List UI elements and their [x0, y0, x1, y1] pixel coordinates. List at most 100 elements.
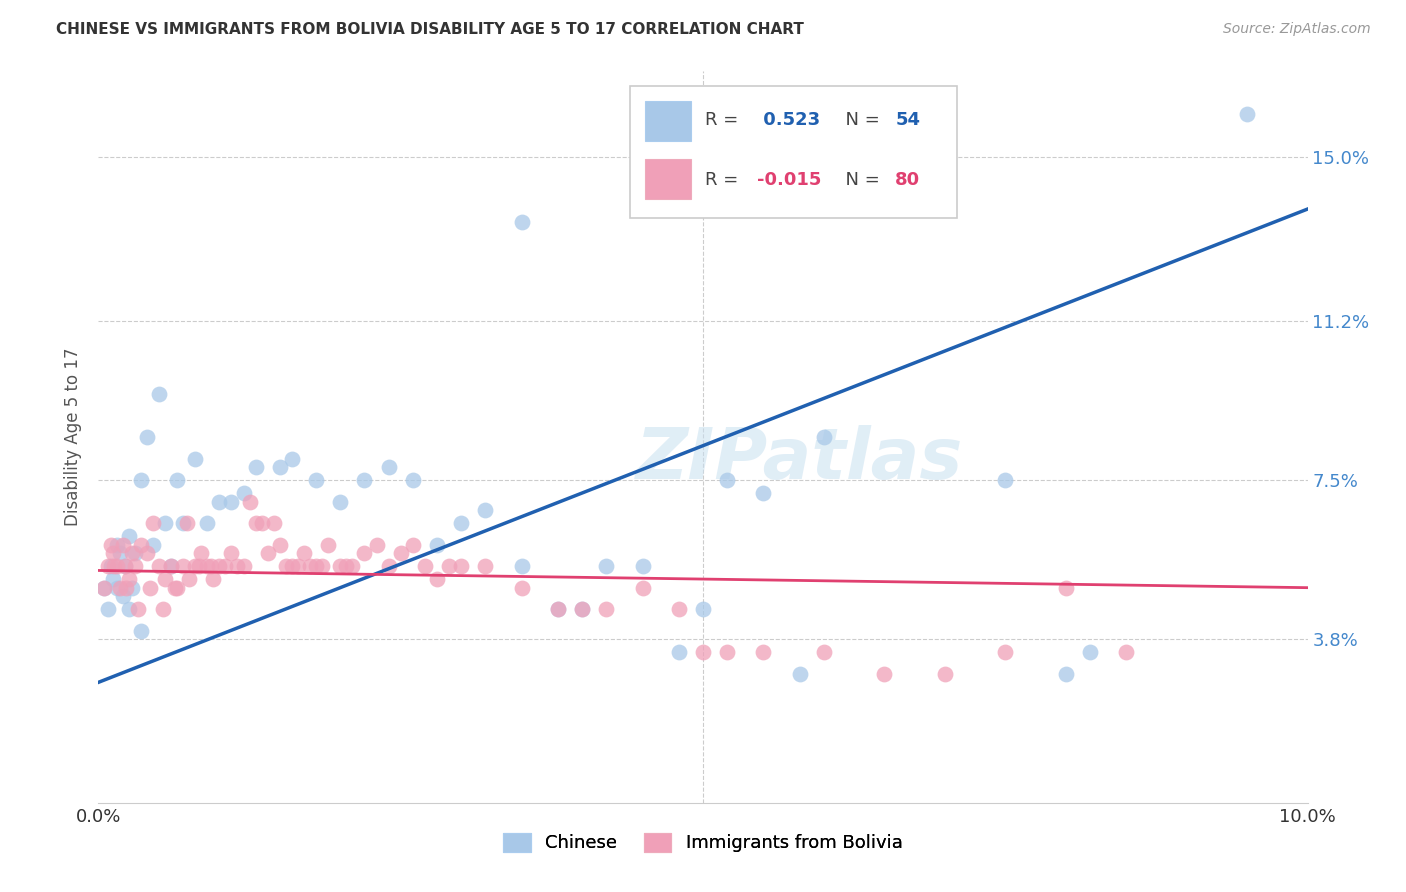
Point [692, 645, 714, 659]
Point [111, 538, 134, 552]
Legend: Chinese, Immigrants from Bolivia: Chinese, Immigrants from Bolivia [496, 826, 910, 860]
Point [631, 559, 654, 574]
Text: Source: ZipAtlas.com: Source: ZipAtlas.com [1223, 22, 1371, 37]
Point [100, 559, 122, 574]
Point [124, 546, 146, 560]
Point [118, 529, 141, 543]
Point [187, 559, 209, 574]
Point [281, 451, 304, 466]
Point [105, 538, 128, 552]
Text: N =: N = [834, 170, 886, 188]
Point [631, 581, 654, 595]
Point [510, 581, 533, 595]
Point [934, 666, 956, 681]
Point [274, 559, 297, 574]
Point [789, 666, 811, 681]
Point [105, 581, 128, 595]
Point [813, 430, 835, 444]
Point [202, 572, 225, 586]
Point [450, 559, 472, 574]
Y-axis label: Disability Age 5 to 17: Disability Age 5 to 17 [65, 348, 83, 526]
Point [195, 516, 218, 530]
Point [142, 538, 165, 552]
Point [232, 559, 254, 574]
Point [994, 473, 1017, 487]
Point [114, 559, 136, 574]
Point [160, 559, 183, 574]
Point [139, 581, 162, 595]
Point [245, 460, 267, 475]
Point [101, 546, 124, 560]
Point [595, 559, 617, 574]
Point [200, 559, 222, 574]
Text: 0.523: 0.523 [758, 112, 821, 129]
Point [152, 602, 174, 616]
Point [108, 581, 131, 595]
Point [437, 559, 460, 574]
Point [121, 546, 143, 560]
Point [124, 559, 146, 574]
Point [269, 538, 291, 552]
Point [377, 460, 399, 475]
Point [263, 516, 285, 530]
Point [510, 215, 533, 229]
Text: R =: R = [706, 170, 744, 188]
Point [208, 494, 231, 508]
Point [813, 645, 835, 659]
Point [474, 503, 496, 517]
Point [377, 559, 399, 574]
FancyBboxPatch shape [645, 159, 690, 200]
Point [402, 473, 425, 487]
Point [716, 645, 738, 659]
Point [97, 602, 120, 616]
Point [135, 430, 157, 444]
Point [101, 572, 124, 586]
Point [129, 473, 152, 487]
Point [232, 486, 254, 500]
Point [353, 546, 375, 560]
Point [1115, 645, 1137, 659]
Point [329, 494, 352, 508]
Point [221, 494, 243, 508]
Point [105, 559, 128, 574]
Point [190, 546, 212, 560]
Point [153, 516, 176, 530]
Point [402, 538, 425, 552]
Point [547, 602, 569, 616]
Point [148, 387, 170, 401]
Point [108, 546, 131, 560]
Point [166, 581, 188, 595]
Point [305, 559, 328, 574]
Point [342, 559, 364, 574]
Text: -0.015: -0.015 [758, 170, 821, 188]
Text: N =: N = [834, 112, 886, 129]
Point [114, 559, 136, 574]
Text: CHINESE VS IMMIGRANTS FROM BOLIVIA DISABILITY AGE 5 TO 17 CORRELATION CHART: CHINESE VS IMMIGRANTS FROM BOLIVIA DISAB… [56, 22, 804, 37]
Point [668, 602, 690, 616]
Point [176, 516, 198, 530]
Point [450, 516, 472, 530]
Point [163, 581, 186, 595]
Point [426, 538, 449, 552]
Point [547, 602, 569, 616]
Point [256, 546, 278, 560]
Point [335, 559, 357, 574]
Point [208, 559, 231, 574]
Point [668, 645, 690, 659]
Point [172, 516, 194, 530]
Point [413, 559, 436, 574]
Point [571, 602, 593, 616]
Point [994, 645, 1017, 659]
Point [269, 460, 291, 475]
Point [93, 581, 115, 595]
Point [172, 559, 194, 574]
Point [127, 602, 149, 616]
Point [135, 546, 157, 560]
Point [121, 581, 143, 595]
Point [115, 581, 138, 595]
Point [245, 516, 267, 530]
Point [153, 572, 176, 586]
Point [93, 581, 115, 595]
Point [389, 546, 412, 560]
Point [1054, 666, 1077, 681]
